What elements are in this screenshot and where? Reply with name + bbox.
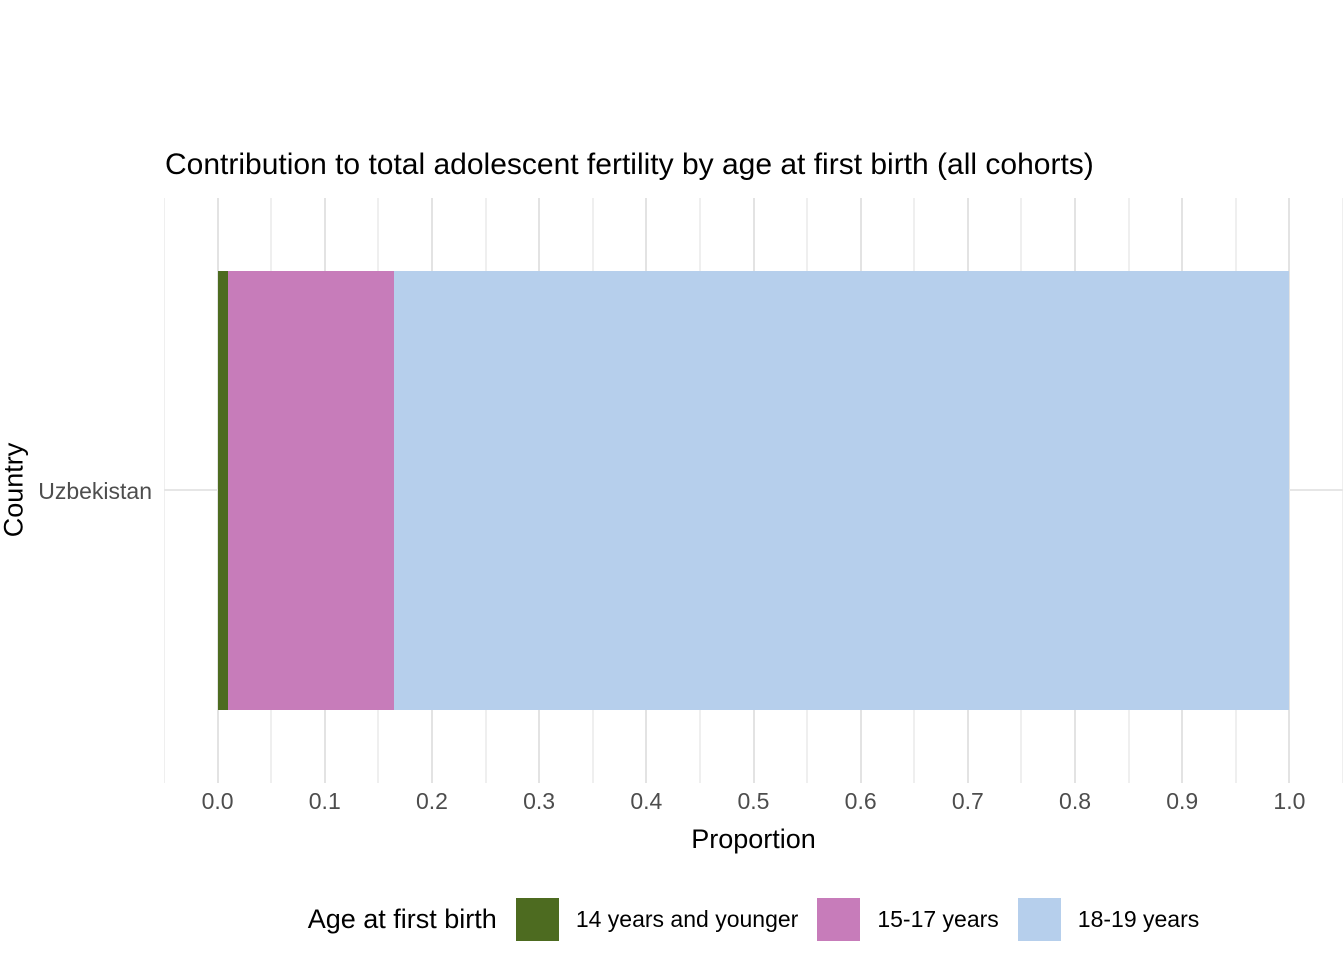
legend-title: Age at first birth [307,904,497,934]
x-axis-title: Proportion [691,824,816,854]
bar-segment-14-years-and-younger [217,271,229,710]
legend-label: 18-19 years [1077,906,1200,932]
x-tick-label: 0.3 [523,788,556,814]
legend-swatch [817,898,861,941]
x-tick-label: 0.2 [415,788,448,814]
legend-entry-15-17-years: 15-17 years [817,898,999,941]
x-tick-label: 0.5 [737,788,770,814]
legend-swatch [515,898,559,941]
x-tick-label: 1.0 [1273,788,1306,814]
legend-swatch [1017,898,1061,941]
legend-label: 15-17 years [877,906,999,932]
legend-label: 14 years and younger [575,906,799,932]
x-tick-label: 0.6 [844,788,877,814]
legend-entry-14-years-and-younger: 14 years and younger [515,898,799,941]
x-tick-label: 0.8 [1059,788,1092,814]
legend-entries: 14 years and younger 15-17 years 18-19 yea… [515,898,1200,941]
plot-panel [164,198,1343,783]
x-tick-label: 0.7 [951,788,984,814]
legend-entry-18-19-years: 18-19 years [1017,898,1200,941]
y-tick-label-uzbekistan: Uzbekistan [38,478,152,504]
x-tick-label: 0.9 [1166,788,1199,814]
bar-segment-15-17-years [228,271,395,710]
bar-segment-18-19-years [394,271,1290,710]
legend: Age at first birth 14 years and younger 1… [164,898,1343,941]
chart-title: Contribution to total adolescent fertili… [165,148,1094,181]
x-tick-label: 0.4 [630,788,663,814]
x-tick-label: 0.1 [308,788,341,814]
x-tick-label: 0.0 [201,788,234,814]
